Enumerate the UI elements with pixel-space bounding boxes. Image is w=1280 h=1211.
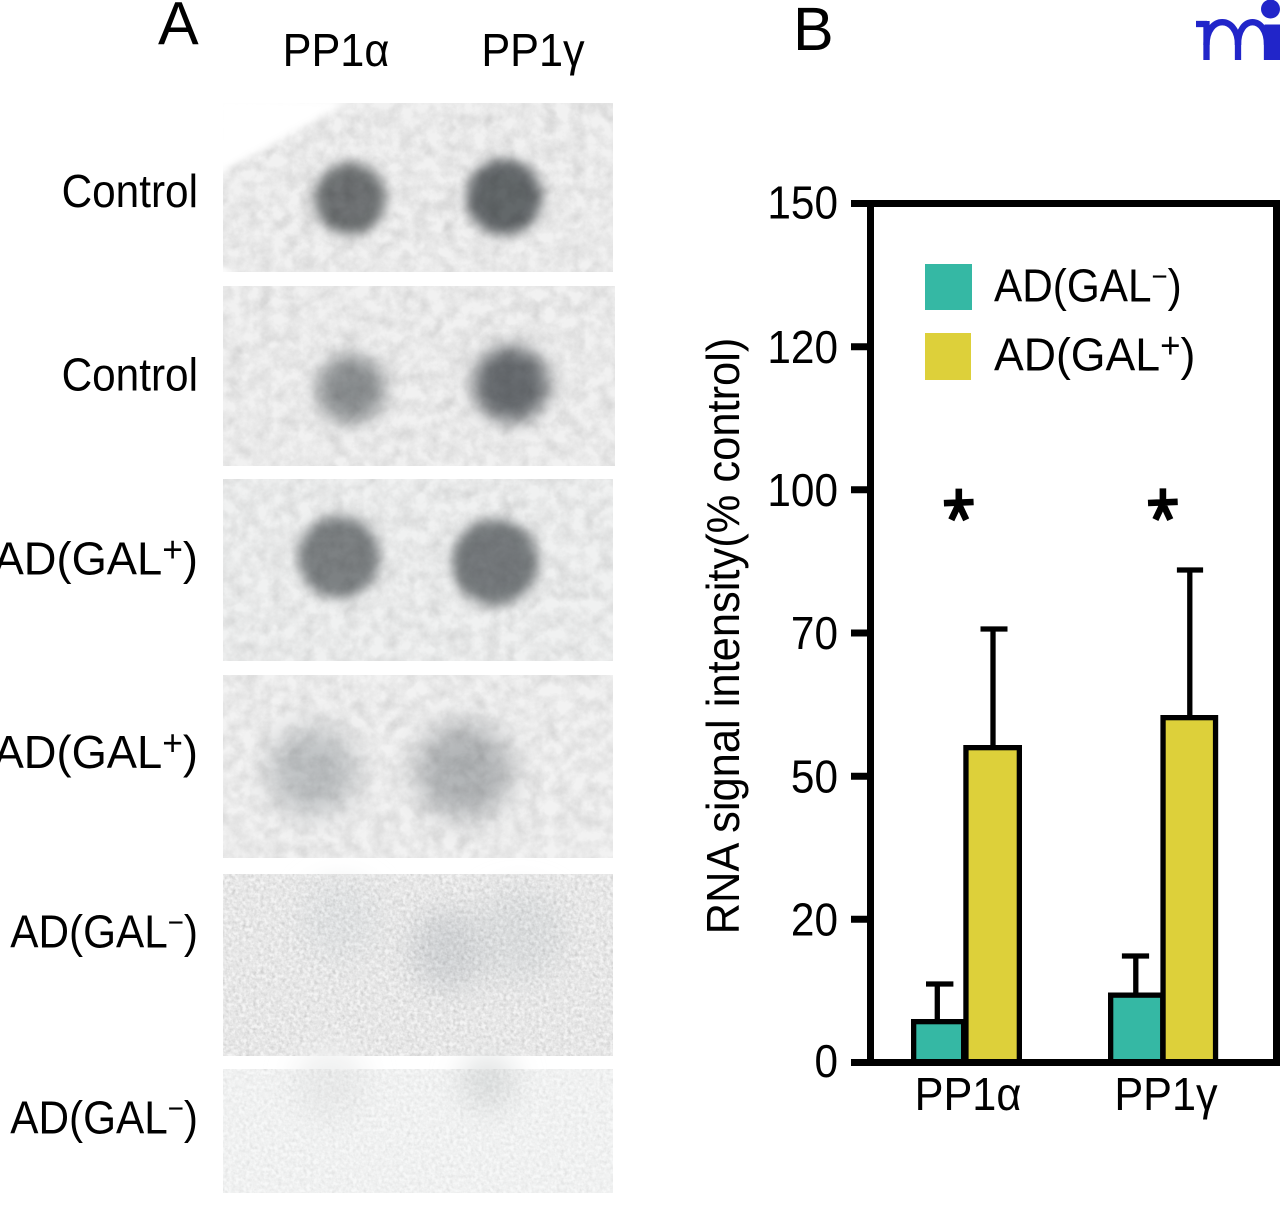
svg-text:PP1γ: PP1γ	[1114, 1070, 1218, 1120]
svg-text:20: 20	[791, 895, 838, 946]
svg-text:AD(GAL+): AD(GAL+)	[0, 723, 198, 778]
svg-text:AD(GAL−): AD(GAL−)	[994, 261, 1182, 312]
svg-text:AD(GAL+): AD(GAL+)	[994, 325, 1195, 381]
svg-text:RNA signal intensity(% control: RNA signal intensity(% control)	[698, 338, 749, 935]
svg-text:AD(GAL−): AD(GAL−)	[10, 906, 198, 957]
svg-text:AD(GAL−): AD(GAL−)	[10, 1092, 198, 1143]
svg-text:PP1γ: PP1γ	[481, 26, 585, 76]
svg-text:50: 50	[791, 752, 838, 803]
svg-text:70: 70	[791, 609, 838, 660]
svg-text:150: 150	[767, 178, 838, 229]
svg-text:PP1α: PP1α	[915, 1070, 1022, 1120]
svg-text:B: B	[793, 0, 834, 63]
svg-text:120: 120	[767, 322, 838, 373]
svg-text:100: 100	[767, 465, 838, 516]
svg-text:PP1α: PP1α	[283, 26, 390, 76]
svg-text:Control: Control	[62, 166, 198, 217]
svg-text:AD(GAL+): AD(GAL+)	[0, 529, 198, 584]
svg-text:A: A	[158, 0, 199, 58]
svg-text:0: 0	[814, 1036, 838, 1087]
svg-text:Control: Control	[62, 350, 198, 401]
